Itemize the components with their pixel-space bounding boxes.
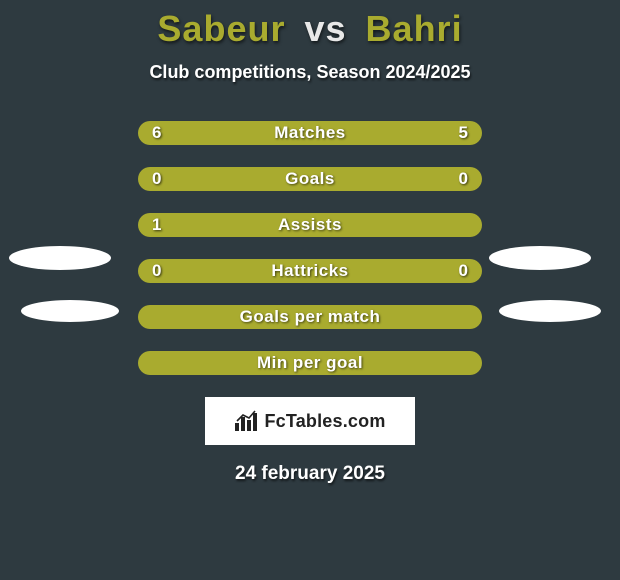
stat-row: 1 Assists xyxy=(138,213,482,237)
comparison-infographic: Sabeur vs Bahri Club competitions, Seaso… xyxy=(0,0,620,485)
bars-icon xyxy=(234,410,258,432)
source-badge: FcTables.com xyxy=(205,397,415,445)
stat-label: Matches xyxy=(274,123,346,143)
badge-text: FcTables.com xyxy=(264,411,385,432)
ellipse-decor xyxy=(21,300,119,322)
stat-row: 6 Matches 5 xyxy=(138,121,482,145)
stat-label: Min per goal xyxy=(257,353,363,373)
stat-label: Goals xyxy=(285,169,335,189)
stat-label: Assists xyxy=(278,215,342,235)
date: 24 february 2025 xyxy=(0,463,620,485)
stat-left: 1 xyxy=(152,215,161,235)
stat-right: 0 xyxy=(459,169,468,189)
title-player2: Bahri xyxy=(366,8,463,49)
stat-row: 0 Hattricks 0 xyxy=(138,259,482,283)
stat-row: Min per goal xyxy=(138,351,482,375)
stat-left: 0 xyxy=(152,169,161,189)
ellipse-decor xyxy=(9,246,111,270)
stat-label: Goals per match xyxy=(240,307,381,327)
title: Sabeur vs Bahri xyxy=(0,8,620,50)
stat-left: 0 xyxy=(152,261,161,281)
ellipse-decor xyxy=(499,300,601,322)
stat-right: 0 xyxy=(459,261,468,281)
stat-label: Hattricks xyxy=(271,261,348,281)
stat-right: 5 xyxy=(459,123,468,143)
chart-area: 6 Matches 5 0 Goals 0 1 Assists 0 Hattri… xyxy=(0,121,620,485)
stat-left: 6 xyxy=(152,123,161,143)
badge-inner: FcTables.com xyxy=(205,397,415,445)
stat-row: 0 Goals 0 xyxy=(138,167,482,191)
subtitle: Club competitions, Season 2024/2025 xyxy=(0,62,620,83)
title-vs: vs xyxy=(304,8,346,49)
ellipse-decor xyxy=(489,246,591,270)
stat-row: Goals per match xyxy=(138,305,482,329)
title-player1: Sabeur xyxy=(157,8,285,49)
